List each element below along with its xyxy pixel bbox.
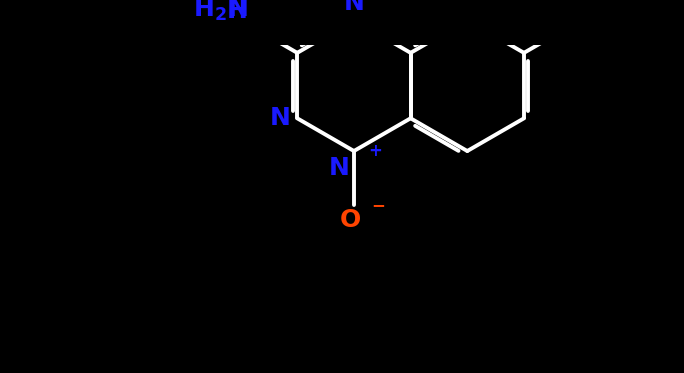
Text: −: − [371, 196, 384, 214]
Text: N: N [343, 0, 365, 16]
Text: H: H [226, 0, 248, 23]
Text: $\mathregular{H_2N}$: $\mathregular{H_2N}$ [193, 0, 248, 23]
Text: N: N [329, 156, 350, 180]
Text: N: N [270, 106, 291, 130]
Text: O: O [339, 208, 360, 232]
Text: +: + [368, 142, 382, 160]
